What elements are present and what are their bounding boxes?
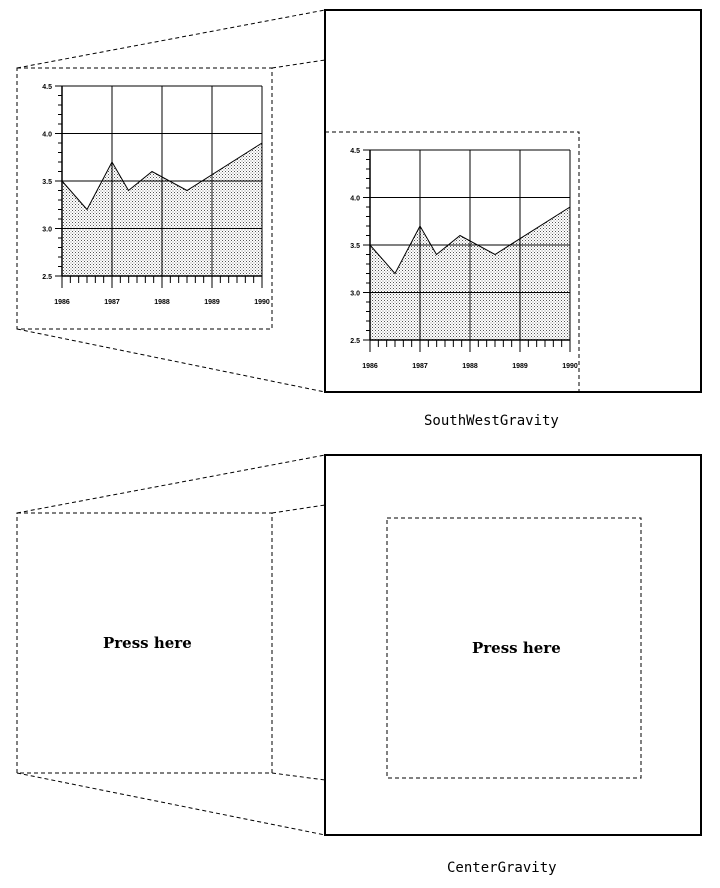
press-here-button-source[interactable]: Press here (103, 634, 192, 652)
x-tick-label: 1990 (562, 363, 578, 370)
y-tick-label: 3.5 (42, 179, 52, 186)
placed-widget-outline (324, 131, 580, 393)
y-tick-label: 2.5 (350, 338, 360, 345)
x-tick-label: 1989 (204, 299, 220, 306)
projection-line (271, 772, 326, 781)
southwest-gravity-caption: SouthWestGravity (424, 413, 559, 429)
x-tick-label: 1989 (512, 363, 528, 370)
placed-chart: 2.5 3.0 3.5 4.0 4.5 1986 1987 1988 1989 1990 (350, 148, 578, 370)
y-tick-label: 4.5 (350, 148, 360, 155)
x-tick-label: 1987 (104, 299, 120, 306)
x-tick-label: 1986 (362, 363, 378, 370)
source-chart: 2.5 3.0 3.5 4.0 4.5 1986 1987 1988 1989 1990 (42, 84, 270, 306)
series-line (369, 206, 571, 275)
y-tick-label: 4.0 (42, 132, 52, 139)
projection-line (16, 772, 326, 836)
x-tick-label: 1988 (154, 299, 170, 306)
y-tick-label: 2.5 (42, 274, 52, 281)
y-tick-label: 3.0 (42, 227, 52, 234)
x-tick-label: 1987 (412, 363, 428, 370)
projection-line (271, 59, 326, 69)
x-tick-label: 1988 (462, 363, 478, 370)
projection-line (16, 9, 326, 69)
y-tick-label: 4.0 (350, 196, 360, 203)
y-tick-label: 4.5 (42, 84, 52, 91)
projection-lines (16, 454, 326, 836)
projection-line (16, 328, 326, 393)
projection-line (271, 504, 326, 514)
placed-widget-outline (386, 517, 642, 779)
source-widget-outline (16, 512, 273, 774)
y-tick-label: 3.5 (350, 243, 360, 250)
source-widget-outline (16, 67, 273, 330)
projection-line (16, 454, 326, 514)
center-gravity-diagram (16, 454, 702, 836)
series-line (61, 142, 263, 211)
projection-lines (16, 9, 326, 393)
container-box (324, 454, 702, 836)
southwest-gravity-diagram: 2.5 3.0 3.5 4.0 4.5 1986 1987 1988 1989 1990 2.5 3… (16, 9, 702, 393)
x-tick-label: 1990 (254, 299, 270, 306)
center-gravity-caption: CenterGravity (447, 860, 557, 876)
y-tick-label: 3.0 (350, 291, 360, 298)
press-here-button-placed[interactable]: Press here (472, 639, 561, 657)
x-tick-label: 1986 (54, 299, 70, 306)
